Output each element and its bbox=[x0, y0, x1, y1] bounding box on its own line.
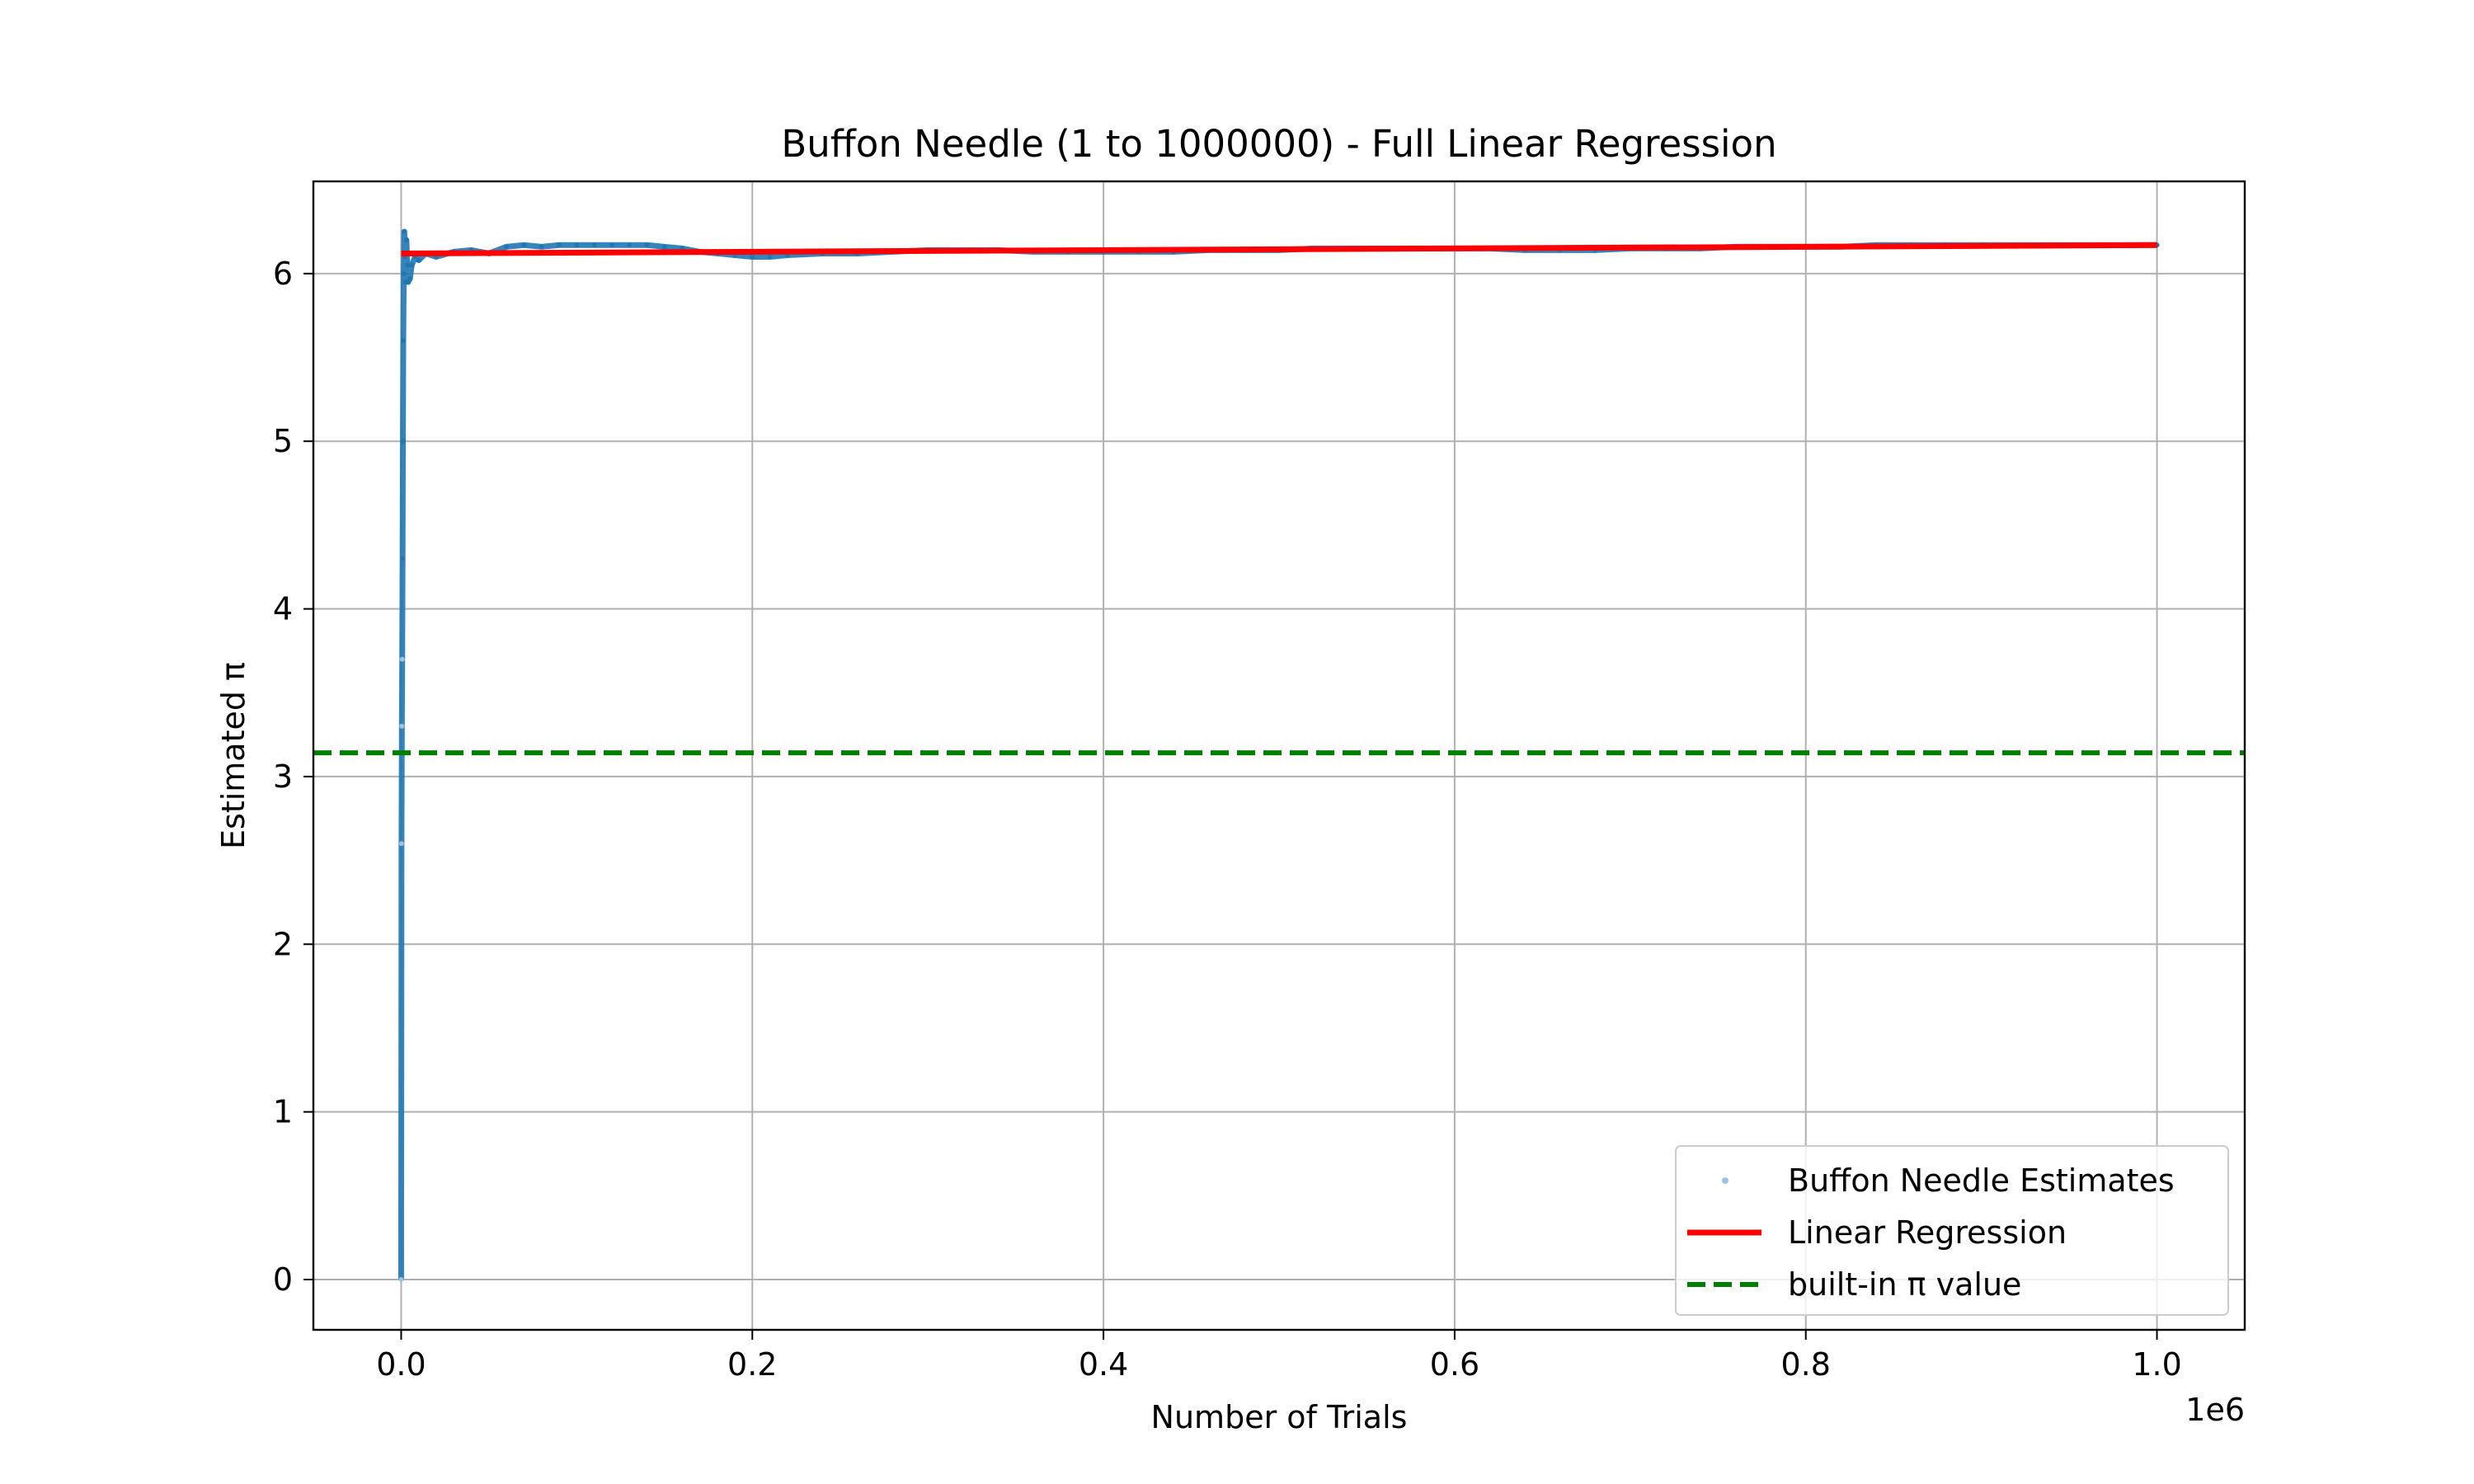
estimate-point bbox=[402, 229, 407, 235]
y-tick-label: 2 bbox=[273, 926, 293, 962]
y-tick-label: 1 bbox=[273, 1094, 293, 1130]
estimate-point bbox=[400, 439, 406, 444]
x-axis-label: Number of Trials bbox=[1151, 1399, 1408, 1435]
estimate-point bbox=[521, 242, 527, 248]
legend-label: Linear Regression bbox=[1788, 1214, 2067, 1251]
y-axis-label: Estimated π bbox=[215, 662, 252, 849]
legend: Buffon Needle Estimates Linear Regression… bbox=[1675, 1145, 2229, 1316]
estimate-point bbox=[644, 242, 650, 248]
x-axis-offset-label: 1e6 bbox=[2185, 1392, 2245, 1428]
estimate-point bbox=[407, 275, 413, 281]
estimate-point bbox=[539, 244, 544, 250]
estimate-point bbox=[398, 1276, 404, 1282]
estimate-point bbox=[750, 254, 755, 260]
x-tick-label: 0.2 bbox=[727, 1346, 777, 1383]
estimate-point bbox=[591, 242, 597, 248]
x-tick-label: 0.0 bbox=[376, 1346, 426, 1383]
x-tick-label: 0.6 bbox=[1430, 1346, 1479, 1383]
legend-label: Buffon Needle Estimates bbox=[1788, 1162, 2175, 1199]
y-tick-label: 6 bbox=[273, 256, 293, 292]
estimate-point bbox=[767, 254, 773, 260]
x-axis-ticks: 0.0 0.2 0.4 0.6 0.8 1.0 bbox=[376, 1330, 2182, 1383]
estimate-point bbox=[399, 723, 405, 729]
estimate-point bbox=[400, 556, 406, 561]
chart-title: Buffon Needle (1 to 1000000) - Full Line… bbox=[781, 122, 1776, 166]
x-tick-label: 1.0 bbox=[2132, 1346, 2181, 1383]
x-tick-label: 0.8 bbox=[1781, 1346, 1831, 1383]
estimate-point bbox=[401, 270, 407, 276]
estimate-point bbox=[403, 237, 409, 243]
legend-marker-estimates bbox=[1722, 1177, 1729, 1184]
legend-label: built-in π value bbox=[1788, 1266, 2021, 1303]
estimate-point bbox=[409, 262, 415, 268]
y-tick-label: 3 bbox=[273, 758, 293, 795]
estimate-point bbox=[404, 262, 410, 268]
estimate-point bbox=[574, 242, 580, 248]
y-tick-label: 4 bbox=[273, 591, 293, 627]
estimate-point bbox=[661, 244, 667, 250]
estimate-point bbox=[399, 656, 405, 662]
estimate-point bbox=[416, 257, 421, 263]
plot-area bbox=[313, 181, 2245, 1330]
line-series bbox=[313, 242, 2245, 756]
estimate-point bbox=[557, 242, 562, 248]
regression-line bbox=[401, 242, 2157, 256]
estimate-point bbox=[504, 244, 510, 250]
y-tick-label: 0 bbox=[273, 1261, 293, 1298]
estimate-point bbox=[627, 242, 633, 248]
legend-box bbox=[1675, 1145, 2229, 1316]
estimate-point bbox=[398, 841, 404, 847]
y-tick-label: 5 bbox=[273, 423, 293, 459]
estimate-point bbox=[609, 242, 614, 248]
estimate-point bbox=[401, 338, 407, 344]
x-tick-label: 0.4 bbox=[1079, 1346, 1128, 1383]
y-axis-ticks: 0 1 2 3 4 5 6 bbox=[273, 256, 313, 1298]
plot-frame bbox=[312, 180, 2246, 1331]
